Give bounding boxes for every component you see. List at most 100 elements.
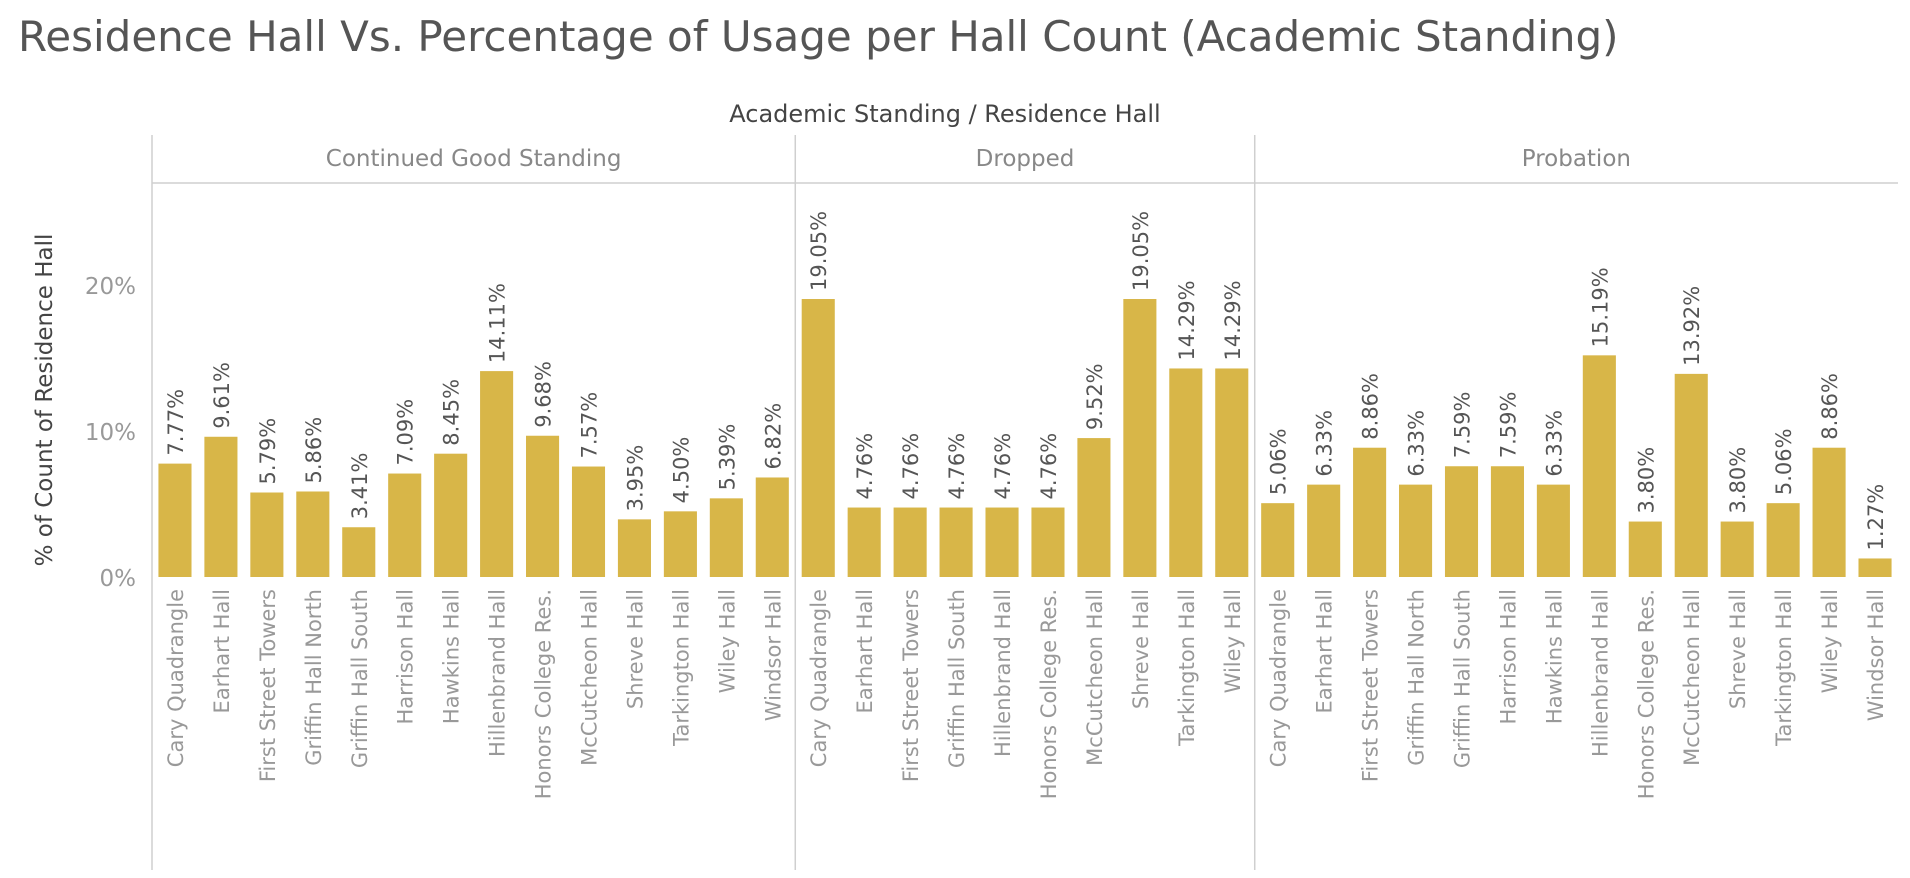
x-tick-label: Cary Quadrangle bbox=[807, 589, 831, 767]
x-tick-label: First Street Towers bbox=[1359, 589, 1383, 782]
x-tick-label: Earhart Hall bbox=[853, 589, 877, 713]
bar bbox=[847, 507, 881, 577]
x-tick-label: First Street Towers bbox=[256, 589, 280, 782]
chart-title: Residence Hall Vs. Percentage of Usage p… bbox=[18, 12, 1619, 61]
bar bbox=[939, 507, 973, 577]
bar bbox=[1720, 521, 1754, 577]
data-label: 5.06% bbox=[1267, 428, 1291, 495]
bar bbox=[1261, 503, 1295, 577]
x-tick-label: Wiley Hall bbox=[1818, 589, 1842, 693]
bar bbox=[296, 491, 330, 577]
x-tick-label: Hillenbrand Hall bbox=[991, 589, 1015, 757]
chart-frame: Academic Standing / Residence Hall bbox=[151, 100, 1898, 870]
bar bbox=[204, 436, 238, 577]
x-tick-label: Shreve Hall bbox=[1129, 589, 1153, 709]
x-tick-label: Griffin Hall North bbox=[1405, 589, 1429, 766]
x-tick-label: Hillenbrand Hall bbox=[1588, 589, 1612, 757]
x-tick-label: Tarkington Hall bbox=[1175, 589, 1199, 747]
bar bbox=[1812, 447, 1846, 577]
data-label: 14.11% bbox=[486, 283, 510, 363]
x-tick-label: Harrison Hall bbox=[1496, 589, 1520, 725]
y-axis-label: % of Count of Residence Hall bbox=[32, 234, 58, 567]
bar bbox=[893, 507, 927, 577]
panel-continued-good-standing: Continued Good Standing 7.77% Cary Quadran… bbox=[158, 146, 789, 799]
bar bbox=[388, 473, 422, 577]
data-label: 4.76% bbox=[853, 433, 877, 500]
bar bbox=[1077, 438, 1111, 577]
bar bbox=[617, 519, 651, 577]
x-tick-label: Earhart Hall bbox=[210, 589, 234, 713]
data-label: 7.77% bbox=[164, 389, 188, 456]
data-label: 9.68% bbox=[532, 361, 556, 428]
bar bbox=[709, 498, 743, 577]
data-label: 6.33% bbox=[1542, 410, 1566, 477]
data-label: 7.59% bbox=[1496, 392, 1520, 459]
data-label: 5.06% bbox=[1772, 428, 1796, 495]
data-label: 9.52% bbox=[1083, 363, 1107, 430]
x-tick-label: Hillenbrand Hall bbox=[486, 589, 510, 757]
x-tick-label: Griffin Hall South bbox=[945, 589, 969, 768]
data-label: 6.33% bbox=[1405, 410, 1429, 477]
data-label: 19.05% bbox=[1129, 211, 1153, 291]
x-tick-label: Honors College Res. bbox=[1634, 589, 1658, 799]
bar bbox=[1858, 558, 1892, 577]
data-label: 19.05% bbox=[807, 211, 831, 291]
data-label: 6.33% bbox=[1313, 410, 1337, 477]
data-label: 14.29% bbox=[1175, 280, 1199, 360]
bar bbox=[1444, 466, 1479, 577]
data-label: 4.76% bbox=[1037, 433, 1061, 500]
bar bbox=[158, 463, 192, 577]
data-label: 9.61% bbox=[210, 362, 234, 429]
data-label: 4.76% bbox=[991, 433, 1015, 500]
bar bbox=[1353, 447, 1387, 577]
y-tick-label: 10% bbox=[85, 420, 136, 446]
bar bbox=[1674, 373, 1708, 577]
data-label: 7.09% bbox=[394, 399, 418, 466]
data-label: 7.59% bbox=[1451, 392, 1475, 459]
data-label: 3.80% bbox=[1634, 447, 1658, 514]
x-tick-label: McCutcheon Hall bbox=[1680, 589, 1704, 766]
data-label: 4.50% bbox=[669, 437, 693, 504]
data-label: 8.86% bbox=[1359, 373, 1383, 440]
y-tick-label: 0% bbox=[100, 566, 137, 592]
y-axis: % of Count of Residence Hall 0% 10% 20% bbox=[32, 234, 136, 592]
column-header: Academic Standing / Residence Hall bbox=[729, 100, 1160, 128]
bar bbox=[1766, 503, 1800, 577]
x-tick-label: Shreve Hall bbox=[623, 589, 647, 709]
panel-header-label: Probation bbox=[1522, 146, 1631, 172]
data-label: 4.76% bbox=[945, 433, 969, 500]
bar bbox=[1490, 466, 1524, 577]
x-tick-label: Cary Quadrangle bbox=[164, 589, 188, 767]
bar bbox=[1536, 484, 1570, 577]
data-label: 5.86% bbox=[302, 417, 326, 484]
panel-dropped: Dropped 19.05% Cary Quadrangle 4.76% Earhart… bbox=[801, 146, 1249, 799]
x-tick-label: Griffin Hall South bbox=[1451, 589, 1475, 768]
data-label: 6.82% bbox=[761, 403, 785, 470]
bar bbox=[663, 511, 697, 577]
x-tick-label: First Street Towers bbox=[899, 589, 923, 782]
x-tick-label: Shreve Hall bbox=[1726, 589, 1750, 709]
panel-header-label: Dropped bbox=[976, 146, 1075, 172]
data-label: 14.29% bbox=[1221, 280, 1245, 360]
x-tick-label: Tarkington Hall bbox=[1772, 589, 1796, 747]
data-label: 3.41% bbox=[348, 453, 372, 520]
x-tick-label: Harrison Hall bbox=[394, 589, 418, 725]
bar bbox=[342, 527, 376, 577]
data-label: 13.92% bbox=[1680, 286, 1704, 366]
bar bbox=[526, 435, 560, 577]
bar bbox=[1628, 521, 1662, 577]
data-label: 8.86% bbox=[1818, 373, 1842, 440]
x-tick-label: Earhart Hall bbox=[1313, 589, 1337, 713]
panel-probation: Probation 5.06% Cary Quadrangle 6.33% Earhar… bbox=[1261, 146, 1892, 799]
x-tick-label: Hawkins Hall bbox=[440, 589, 464, 724]
data-label: 15.19% bbox=[1588, 267, 1612, 347]
x-tick-label: McCutcheon Hall bbox=[578, 589, 602, 766]
x-tick-label: Honors College Res. bbox=[1037, 589, 1061, 799]
data-label: 3.95% bbox=[623, 445, 647, 512]
bar bbox=[1582, 355, 1616, 577]
data-label: 5.79% bbox=[256, 418, 280, 485]
bar bbox=[1031, 507, 1065, 577]
data-label: 8.45% bbox=[440, 379, 464, 446]
x-tick-label: Cary Quadrangle bbox=[1267, 589, 1291, 767]
x-tick-label: Wiley Hall bbox=[715, 589, 739, 693]
